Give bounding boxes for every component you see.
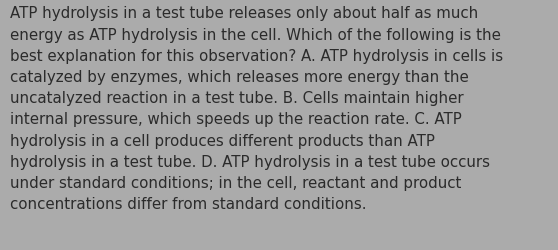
Text: ATP hydrolysis in a test tube releases only about half as much
energy as ATP hyd: ATP hydrolysis in a test tube releases o… (10, 6, 503, 212)
